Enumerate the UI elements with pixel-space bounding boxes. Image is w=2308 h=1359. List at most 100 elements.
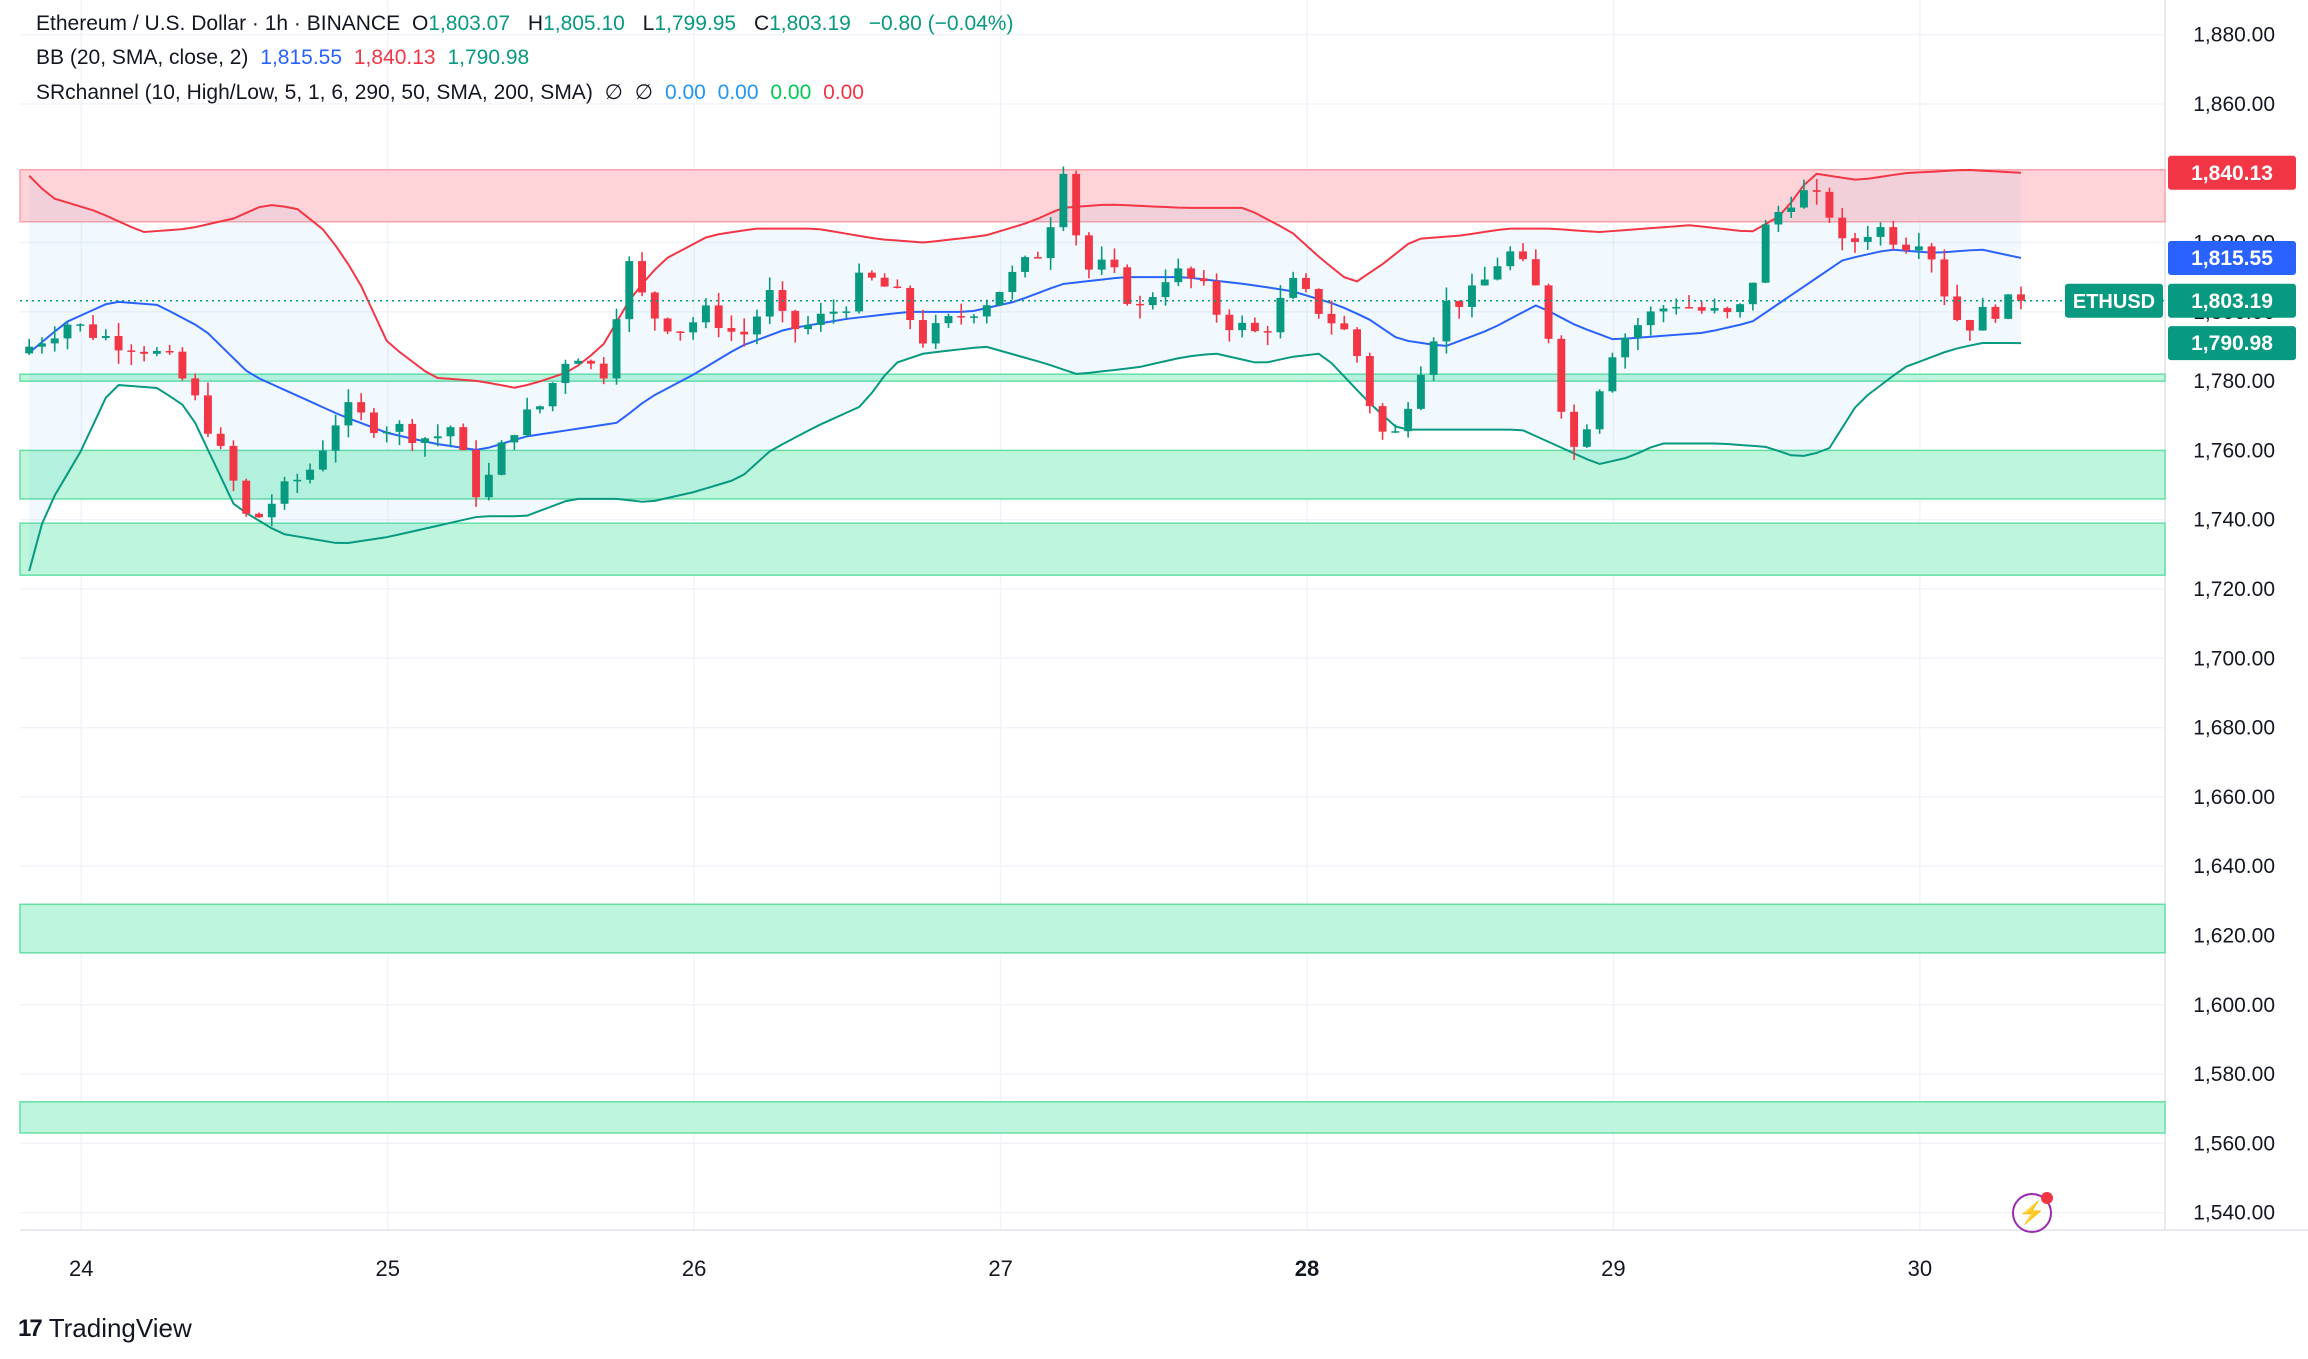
candle-body — [1633, 325, 1642, 338]
candle-body — [1914, 246, 1923, 251]
time-tick-label: 24 — [69, 1256, 93, 1281]
candle-body — [1519, 251, 1527, 260]
candle-body — [1391, 431, 1400, 433]
candle-body — [267, 503, 276, 518]
sr-value-1: 0.00 — [664, 81, 706, 104]
bollinger-lower-line — [28, 342, 2021, 572]
legend-ohlc: Ethereum / U.S. Dollar · 1h · BINANCE O1… — [36, 12, 1019, 36]
candle-body — [714, 305, 723, 329]
candle-body — [1736, 304, 1745, 313]
candle-body — [753, 316, 761, 335]
current-price-label-bg — [2168, 283, 2296, 318]
legend-bollinger[interactable]: BB (20, SMA, close, 2) 1,815.55 1,840.13… — [36, 46, 535, 70]
candle-body — [293, 479, 302, 482]
price-tick-label: 1,560.00 — [2193, 1132, 2275, 1155]
candle-body — [1851, 238, 1859, 242]
candle-body — [1429, 341, 1438, 375]
bb-mid-value: 1,815.55 — [260, 46, 343, 69]
candle-body — [357, 402, 366, 413]
candle-body — [2004, 294, 2013, 319]
candle-body — [1531, 259, 1540, 286]
price-tick-label: 1,700.00 — [2193, 647, 2275, 670]
candle-body — [701, 305, 710, 323]
candle-body — [331, 425, 340, 451]
candle-body — [1889, 227, 1898, 245]
price-label: 1,840.13 — [2191, 162, 2273, 185]
candle-body — [510, 435, 519, 443]
time-tick-label: 30 — [1908, 1256, 1932, 1281]
price-label-bg — [2168, 155, 2296, 190]
candle-body — [1365, 356, 1374, 407]
candle-body — [1787, 207, 1796, 212]
candle-body — [1812, 190, 1821, 192]
candle-body — [804, 324, 812, 330]
bollinger-upper-line — [28, 168, 2022, 389]
candle-body — [1263, 331, 1272, 333]
candle-body — [982, 305, 991, 317]
candle-body — [1570, 411, 1579, 447]
time-tick-label: 25 — [375, 1256, 399, 1281]
legend-srchannel[interactable]: SRchannel (10, High/Low, 5, 1, 6, 290, 5… — [36, 80, 870, 105]
symbol-tag-bg — [2065, 283, 2163, 318]
price-label: 1,790.98 — [2191, 332, 2273, 355]
time-axis[interactable]: 24 25 26 27 28 29 30 — [69, 1256, 1932, 1281]
price-tick-label: 1,880.00 — [2193, 24, 2275, 47]
price-axis[interactable]: 1,540.00 1,560.00 1,580.00 1,600.00 1,620.00… — [2193, 24, 2275, 1225]
candle-body — [918, 320, 927, 344]
candle-body — [1442, 300, 1451, 342]
candlestick-series — [25, 166, 2025, 527]
candle-body — [114, 335, 123, 351]
candle-body — [1876, 227, 1885, 237]
candle-body — [1863, 236, 1872, 242]
candle-body — [280, 481, 289, 504]
candle-body — [1953, 296, 1962, 320]
candle-body — [1621, 337, 1630, 358]
tradingview-brand[interactable]: 17 TradingView — [18, 1313, 192, 1344]
lightning-icon[interactable]: ⚡ — [2012, 1192, 2053, 1233]
time-tick-label: 29 — [1601, 1256, 1625, 1281]
support-zone — [19, 449, 2166, 500]
candle-body — [1940, 259, 1949, 297]
tradingview-logo-icon: 17 — [18, 1314, 43, 1342]
candle-body — [1314, 288, 1323, 314]
candle-body — [1646, 311, 1655, 326]
candle-body — [1340, 323, 1349, 330]
candle-body — [76, 324, 85, 326]
sr-value-3: 0.00 — [770, 81, 812, 104]
sr-value-4: 0.00 — [823, 81, 864, 104]
sr-value-2: 0.00 — [717, 81, 759, 104]
current-price-label: 1,803.19 — [2191, 290, 2273, 313]
candle-body — [1110, 259, 1119, 268]
candle-body — [1582, 429, 1591, 447]
price-tick-label: 1,780.00 — [2193, 370, 2275, 393]
sr-empty-symbol-1: ∅ — [604, 81, 623, 104]
candle-body — [318, 450, 327, 470]
candle-body — [1825, 191, 1834, 218]
candle-body — [1174, 268, 1183, 283]
candle-body — [216, 433, 225, 446]
price-tick-label: 1,720.00 — [2193, 578, 2275, 601]
support-zone — [19, 373, 2166, 382]
candle-body — [50, 338, 59, 344]
candle-body — [587, 360, 595, 364]
legend-close: C1,803.19 — [753, 12, 851, 35]
sr-label: SRchannel (10, High/Low, 5, 1, 6, 290, 5… — [36, 81, 593, 104]
time-tick-label: 28 — [1295, 1256, 1319, 1281]
candle-body — [229, 445, 238, 481]
candle-body — [382, 431, 391, 434]
candle-body — [1927, 246, 1936, 260]
price-label-bg — [2168, 240, 2296, 275]
candle-body — [165, 350, 174, 353]
candle-body — [1991, 306, 2000, 319]
candle-body — [1468, 285, 1476, 307]
bollinger-band-area — [29, 169, 2021, 571]
legend-symbol-title[interactable]: Ethereum / U.S. Dollar · 1h · BINANCE — [36, 12, 401, 35]
bollinger-band-lines — [28, 168, 2022, 572]
candle-body — [1480, 279, 1489, 286]
candle-body — [1033, 257, 1042, 259]
price-tick-label: 1,660.00 — [2193, 786, 2275, 809]
candle-body — [650, 292, 659, 319]
candle-body — [931, 323, 940, 344]
candle-body — [791, 310, 800, 330]
